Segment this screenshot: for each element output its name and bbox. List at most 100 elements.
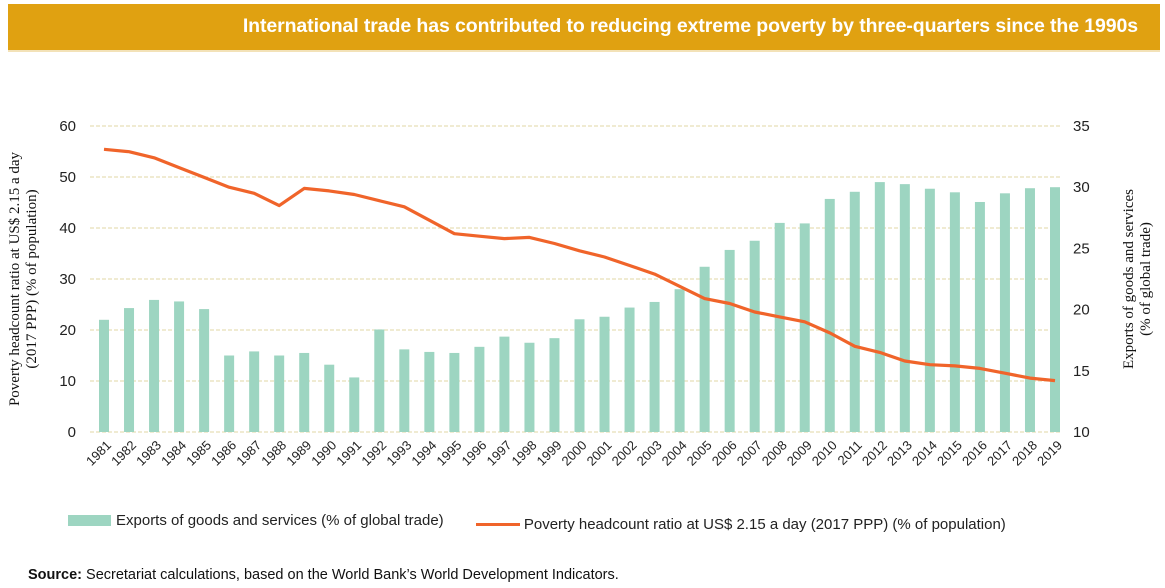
right-tick-label: 10 [1073, 424, 1090, 441]
x-tick-label: 2007 [734, 438, 765, 469]
right-tick-label: 35 [1073, 118, 1090, 135]
x-tick-label: 2001 [584, 438, 615, 469]
legend: Exports of goods and services (% of glob… [68, 512, 1034, 533]
source-prefix: Source: [28, 567, 82, 583]
x-tick-label: 1985 [183, 438, 214, 469]
bar-1998 [524, 342, 535, 432]
bar-1992 [374, 329, 385, 432]
x-tick-label: 2010 [809, 438, 840, 469]
x-tick-label: 1993 [383, 438, 414, 469]
x-tick-label: 2003 [634, 438, 665, 469]
left-tick-label: 60 [59, 118, 76, 135]
right-axis-title: Exports of goods and services (% of globa… [1121, 189, 1154, 369]
left-tick-label: 50 [59, 169, 76, 186]
bar-1990 [324, 364, 335, 432]
x-tick-label: 1992 [358, 438, 389, 469]
legend-swatch-line [475, 523, 520, 526]
x-tick-label: 2015 [934, 438, 965, 469]
bar-2007 [749, 240, 760, 432]
x-tick-label: 2014 [909, 438, 940, 469]
bar-1988 [274, 355, 285, 432]
bar-2015 [949, 192, 960, 432]
x-tick-label: 1996 [458, 438, 489, 469]
bar-2006 [724, 249, 735, 432]
bar-1989 [299, 352, 310, 432]
x-tick-label: 1984 [158, 438, 189, 469]
bar-1987 [249, 351, 260, 432]
x-tick-label: 1982 [108, 438, 139, 469]
x-tick-label: 1997 [483, 438, 514, 469]
bar-1985 [199, 309, 210, 432]
x-tick-label: 1994 [408, 438, 439, 469]
bar-1997 [499, 336, 510, 432]
x-tick-label: 1983 [133, 438, 164, 469]
bar-2008 [774, 222, 785, 432]
chart-title: International trade has contributed to r… [242, 15, 1138, 37]
right-tick-label: 30 [1073, 179, 1090, 196]
left-tick-label: 30 [59, 271, 76, 288]
bar-2014 [924, 188, 935, 432]
bar-2011 [849, 191, 860, 432]
x-tick-label: 2016 [959, 438, 990, 469]
x-tick-label: 1991 [333, 438, 364, 469]
x-tick-label: 2006 [709, 438, 740, 469]
bar-1996 [474, 346, 485, 432]
x-tick-label: 2005 [684, 438, 715, 469]
x-tick-label: 2008 [759, 438, 790, 469]
x-tick-label: 1995 [433, 438, 464, 469]
bar-2012 [874, 182, 885, 432]
x-tick-label: 2002 [609, 438, 640, 469]
left-tick-label: 10 [59, 373, 76, 390]
right-tick-label: 20 [1073, 302, 1090, 319]
left-tick-label: 0 [68, 424, 76, 441]
right-axis-title-line: (% of global trade) [1138, 222, 1154, 336]
left-axis-title-line: Poverty headcount ratio at US$ 2.15 a da… [7, 151, 23, 406]
bar-2017 [999, 193, 1010, 432]
x-tick-label: 2018 [1009, 438, 1040, 469]
legend-label-poverty: Poverty headcount ratio at US$ 2.15 a da… [523, 516, 1006, 533]
bar-2002 [624, 307, 635, 432]
bar-1999 [549, 338, 560, 432]
x-tick-label: 1986 [208, 438, 239, 469]
bar-2004 [674, 289, 685, 432]
x-tick-label: 2017 [984, 438, 1015, 469]
bar-2016 [974, 201, 985, 432]
legend-item-poverty: Poverty headcount ratio at US$ 2.15 a da… [475, 516, 1006, 533]
x-tick-label: 1981 [83, 438, 114, 469]
right-tick-label: 15 [1073, 363, 1090, 380]
legend-label-exports: Exports of goods and services (% of glob… [116, 512, 444, 529]
bar-2018 [1024, 188, 1035, 432]
left-tick-label: 40 [59, 220, 76, 237]
x-tick-label: 2013 [884, 438, 915, 469]
x-tick-label: 1998 [509, 438, 540, 469]
source-note: Source: Secretariat calculations, based … [28, 567, 619, 583]
source-text: Secretariat calculations, based on the W… [82, 567, 619, 583]
bar-2001 [599, 316, 610, 432]
bar-1982 [124, 308, 135, 432]
x-tick-label: 1989 [283, 438, 314, 469]
x-tick-label: 2004 [659, 438, 690, 469]
bar-2009 [799, 223, 810, 432]
bar-2019 [1050, 187, 1060, 432]
x-tick-label: 1999 [534, 438, 565, 469]
x-tick-label: 2009 [784, 438, 815, 469]
bar-1995 [449, 352, 460, 432]
bar-2010 [824, 198, 835, 432]
x-tick-label: 1990 [308, 438, 339, 469]
x-tick-label: 2011 [835, 438, 865, 468]
bar-1991 [349, 377, 360, 432]
left-axis-title: Poverty headcount ratio at US$ 2.15 a da… [7, 151, 40, 406]
bar-1986 [224, 355, 235, 432]
title-banner: International trade has contributed to r… [8, 4, 1160, 52]
bar-1981 [99, 319, 109, 432]
bar-1993 [399, 349, 410, 432]
left-tick-label: 20 [59, 322, 76, 339]
x-tick-label: 1987 [233, 438, 264, 469]
left-axis-title-line: (2017 PPP) (% of population) [24, 189, 40, 368]
bar-1983 [149, 299, 160, 432]
bar-1984 [174, 301, 185, 432]
x-tick-label: 2019 [1034, 438, 1065, 469]
legend-item-exports: Exports of goods and services (% of glob… [68, 512, 444, 529]
bar-1994 [424, 351, 435, 432]
